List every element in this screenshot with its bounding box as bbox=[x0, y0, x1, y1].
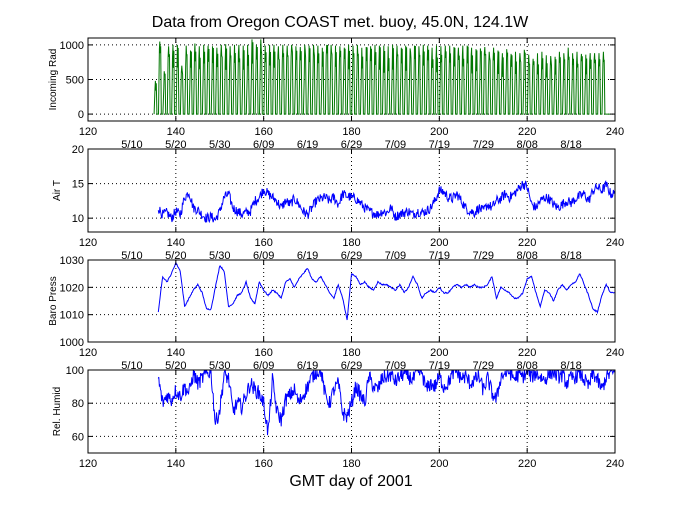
x-tick-label: 180 bbox=[342, 126, 360, 138]
x-tick-label: 240 bbox=[606, 237, 624, 249]
date-tick-label: 7/19 bbox=[429, 250, 450, 262]
date-tick-label: 6/29 bbox=[341, 360, 362, 372]
x-tick-label: 140 bbox=[167, 237, 185, 249]
x-tick-label: 140 bbox=[167, 126, 185, 138]
y-axis-label: Baro Press bbox=[48, 276, 59, 325]
y-tick-label: 60 bbox=[72, 431, 84, 443]
y-axis-label: Air T bbox=[52, 180, 63, 201]
x-tick-label: 160 bbox=[254, 237, 272, 249]
date-tick-label: 7/09 bbox=[385, 250, 406, 262]
y-tick-label: 1000 bbox=[60, 40, 84, 52]
x-tick-label: 240 bbox=[606, 458, 624, 470]
x-tick-label: 120 bbox=[79, 126, 97, 138]
date-tick-label: 6/19 bbox=[297, 250, 318, 262]
x-tick-label: 180 bbox=[342, 347, 360, 359]
date-tick-label: 6/09 bbox=[253, 250, 274, 262]
y-tick-label: 1030 bbox=[60, 255, 84, 267]
date-tick-label: 5/20 bbox=[165, 139, 186, 151]
x-tick-label: 200 bbox=[430, 237, 448, 249]
date-tick-label: 8/08 bbox=[516, 360, 537, 372]
x-tick-label: 220 bbox=[518, 347, 536, 359]
date-tick-label: 5/30 bbox=[209, 139, 230, 151]
series-line bbox=[153, 39, 611, 115]
y-tick-label: 500 bbox=[66, 75, 84, 87]
y-tick-label: 10 bbox=[72, 213, 84, 225]
date-tick-label: 7/29 bbox=[473, 139, 494, 151]
x-tick-label: 200 bbox=[430, 347, 448, 359]
date-tick-label: 7/19 bbox=[429, 360, 450, 372]
series-line bbox=[157, 180, 615, 224]
x-axis-label: GMT day of 2001 bbox=[289, 473, 412, 490]
x-tick-label: 160 bbox=[254, 126, 272, 138]
date-tick-label: 8/08 bbox=[516, 139, 537, 151]
date-tick-label: 6/19 bbox=[297, 139, 318, 151]
date-tick-label: 6/09 bbox=[253, 139, 274, 151]
date-tick-label: 7/29 bbox=[473, 360, 494, 372]
date-tick-label: 7/09 bbox=[385, 139, 406, 151]
y-tick-label: 1010 bbox=[60, 310, 84, 322]
x-tick-label: 180 bbox=[342, 237, 360, 249]
y-axis-label: Incoming Rad bbox=[48, 49, 59, 111]
x-tick-label: 140 bbox=[167, 458, 185, 470]
date-tick-label: 5/20 bbox=[165, 360, 186, 372]
date-tick-label: 5/30 bbox=[209, 250, 230, 262]
date-tick-label: 8/18 bbox=[560, 250, 581, 262]
series-line bbox=[157, 370, 615, 436]
date-tick-label: 5/30 bbox=[209, 360, 230, 372]
date-tick-label: 6/29 bbox=[341, 139, 362, 151]
date-tick-label: 5/10 bbox=[121, 250, 142, 262]
y-tick-label: 1000 bbox=[60, 337, 84, 349]
x-tick-label: 120 bbox=[79, 237, 97, 249]
date-tick-label: 5/20 bbox=[165, 250, 186, 262]
x-tick-label: 220 bbox=[518, 458, 536, 470]
y-tick-label: 15 bbox=[72, 179, 84, 191]
series-line bbox=[157, 261, 615, 321]
chart-title: Data from Oregon COAST met. buoy, 45.0N,… bbox=[152, 14, 529, 31]
x-tick-label: 200 bbox=[430, 458, 448, 470]
y-tick-label: 100 bbox=[66, 365, 84, 377]
x-tick-label: 140 bbox=[167, 347, 185, 359]
x-tick-label: 160 bbox=[254, 347, 272, 359]
y-tick-label: 0 bbox=[78, 109, 84, 121]
date-tick-label: 6/29 bbox=[341, 250, 362, 262]
x-tick-label: 240 bbox=[606, 347, 624, 359]
x-tick-label: 160 bbox=[254, 458, 272, 470]
x-tick-label: 240 bbox=[606, 126, 624, 138]
date-tick-label: 6/09 bbox=[253, 360, 274, 372]
date-tick-label: 7/09 bbox=[385, 360, 406, 372]
x-tick-label: 180 bbox=[342, 458, 360, 470]
date-tick-label: 8/08 bbox=[516, 250, 537, 262]
x-tick-label: 220 bbox=[518, 237, 536, 249]
date-tick-label: 6/19 bbox=[297, 360, 318, 372]
x-tick-label: 220 bbox=[518, 126, 536, 138]
date-tick-label: 5/10 bbox=[121, 139, 142, 151]
x-tick-label: 120 bbox=[79, 458, 97, 470]
date-tick-label: 8/18 bbox=[560, 139, 581, 151]
x-tick-label: 200 bbox=[430, 126, 448, 138]
x-tick-label: 120 bbox=[79, 347, 97, 359]
y-tick-label: 1020 bbox=[60, 282, 84, 294]
date-tick-label: 8/18 bbox=[560, 360, 581, 372]
date-tick-label: 7/19 bbox=[429, 139, 450, 151]
date-tick-label: 5/10 bbox=[121, 360, 142, 372]
y-tick-label: 80 bbox=[72, 398, 84, 410]
y-axis-label: Rel. Humid bbox=[52, 387, 63, 436]
panel-2: 120 140 160 180 200 220 240 10 15 20 Air T 5/10 5/20… bbox=[52, 144, 624, 262]
panel-3: 120 140 160 180 200 220 240 1000 1010 1020 1030Bar… bbox=[48, 255, 624, 372]
y-tick-label: 20 bbox=[72, 144, 84, 156]
date-tick-label: 7/29 bbox=[473, 250, 494, 262]
